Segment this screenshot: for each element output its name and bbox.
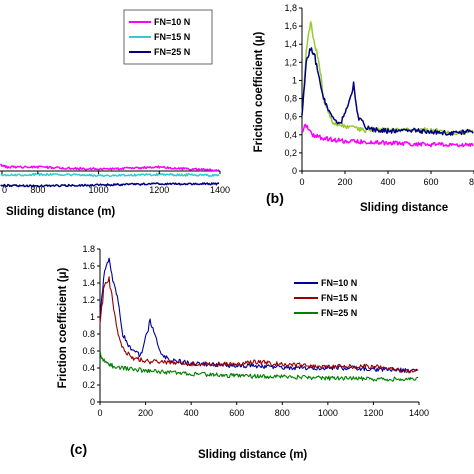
chart-c-x-tick-label: 1200 [363, 408, 383, 418]
chart-b-series-line [301, 20, 474, 136]
chart-c-legend-label: FN=25 N [321, 308, 357, 318]
chart-b-ylabel: Friction coefficient (μ) [253, 31, 265, 152]
chart-c-y-tick-label: 0.2 [82, 380, 95, 390]
chart-b-y-tick-label: 1,8 [284, 3, 297, 13]
chart-b-series-line [301, 47, 474, 136]
chart-a-legend-label: FN=15 N [154, 32, 190, 42]
chart-a-x-tick-label: 800 [30, 185, 45, 195]
chart-c-y-tick-label: 0.4 [82, 363, 95, 373]
chart-c-x-tick-label: 1400 [409, 408, 429, 418]
chart-a-x-tick-label: 1400 [210, 185, 230, 195]
chart-c-x-tick-label: 400 [184, 408, 199, 418]
chart-c-y-tick-label: 0.8 [82, 329, 95, 339]
chart-b-series-line [301, 123, 474, 148]
chart-b-y-tick-label: 1,4 [284, 39, 297, 49]
chart-c-y-tick-label: 0 [90, 397, 95, 407]
chart-b-y-tick-label: 0,2 [284, 148, 297, 158]
chart-b: Friction coefficient (μ) Sliding distanc… [253, 3, 474, 214]
chart-b-y-tick-label: 0,8 [284, 94, 297, 104]
chart-c-xlabel: Sliding distance (m) [198, 449, 307, 461]
chart-b-y-tick-label: 0 [292, 166, 297, 176]
chart-b-y-tick-label: 1,6 [284, 21, 297, 31]
chart-c-x-tick-label: 800 [275, 408, 290, 418]
chart-a-series-line [0, 172, 220, 178]
chart-c-x-tick-label: 1000 [318, 408, 338, 418]
chart-c-y-tick-label: 1.4 [82, 278, 95, 288]
chart-a-x-tick-label: 0 [2, 185, 7, 195]
chart-c-y-tick-label: 1.2 [82, 295, 95, 305]
chart-c-legend-label: FN=15 N [321, 293, 357, 303]
chart-c-legend: FN=10 N FN=15 N FN=25 N [294, 278, 357, 318]
chart-b-x-tick-label: 200 [337, 177, 352, 187]
chart-c-x-tick-label: 0 [97, 408, 102, 418]
chart-b-x-tick-label: 80 [469, 177, 474, 187]
chart-b-y-tick-label: 0,4 [284, 130, 297, 140]
chart-b-panel-label: (b) [266, 190, 284, 206]
chart-c-ylabel: Friction coefficient (μ) [57, 267, 69, 388]
chart-a: Sliding distance (m) FN=10 N FN=15 N FN=… [0, 9, 230, 218]
chart-c-y-tick-label: 1.6 [82, 261, 95, 271]
chart-a-series-line [0, 182, 220, 188]
chart-b-x-tick-label: 0 [299, 177, 304, 187]
chart-a-series-line [0, 163, 220, 172]
chart-c-series-line [99, 349, 419, 382]
chart-c-panel-label: (c) [70, 441, 87, 457]
chart-a-x-tick-label: 1200 [149, 185, 169, 195]
chart-c: Friction coefficient (μ) Sliding distanc… [57, 244, 429, 461]
chart-c-series-line [99, 257, 419, 374]
chart-b-y-tick-label: 0,6 [284, 112, 297, 122]
chart-a-legend: FN=10 N FN=15 N FN=25 N [123, 9, 213, 65]
chart-a-xlabel: Sliding distance (m) [6, 206, 115, 218]
chart-c-legend-label: FN=10 N [321, 278, 357, 288]
chart-c-x-tick-label: 600 [229, 408, 244, 418]
chart-a-legend-label: FN=10 N [154, 17, 190, 27]
chart-c-x-tick-label: 200 [138, 408, 153, 418]
chart-c-y-tick-label: 1 [90, 312, 95, 322]
chart-b-x-tick-label: 600 [423, 177, 438, 187]
chart-b-x-tick-label: 400 [380, 177, 395, 187]
chart-b-y-tick-label: 1,2 [284, 57, 297, 67]
chart-b-xlabel: Sliding distance [360, 202, 448, 214]
chart-b-y-tick-label: 1 [292, 75, 297, 85]
chart-c-y-tick-label: 1.8 [82, 244, 95, 254]
chart-c-y-tick-label: 0.6 [82, 346, 95, 356]
chart-c-series-line [99, 276, 419, 374]
chart-a-x-tick-label: 1000 [89, 185, 109, 195]
chart-a-legend-label: FN=25 N [154, 47, 190, 57]
